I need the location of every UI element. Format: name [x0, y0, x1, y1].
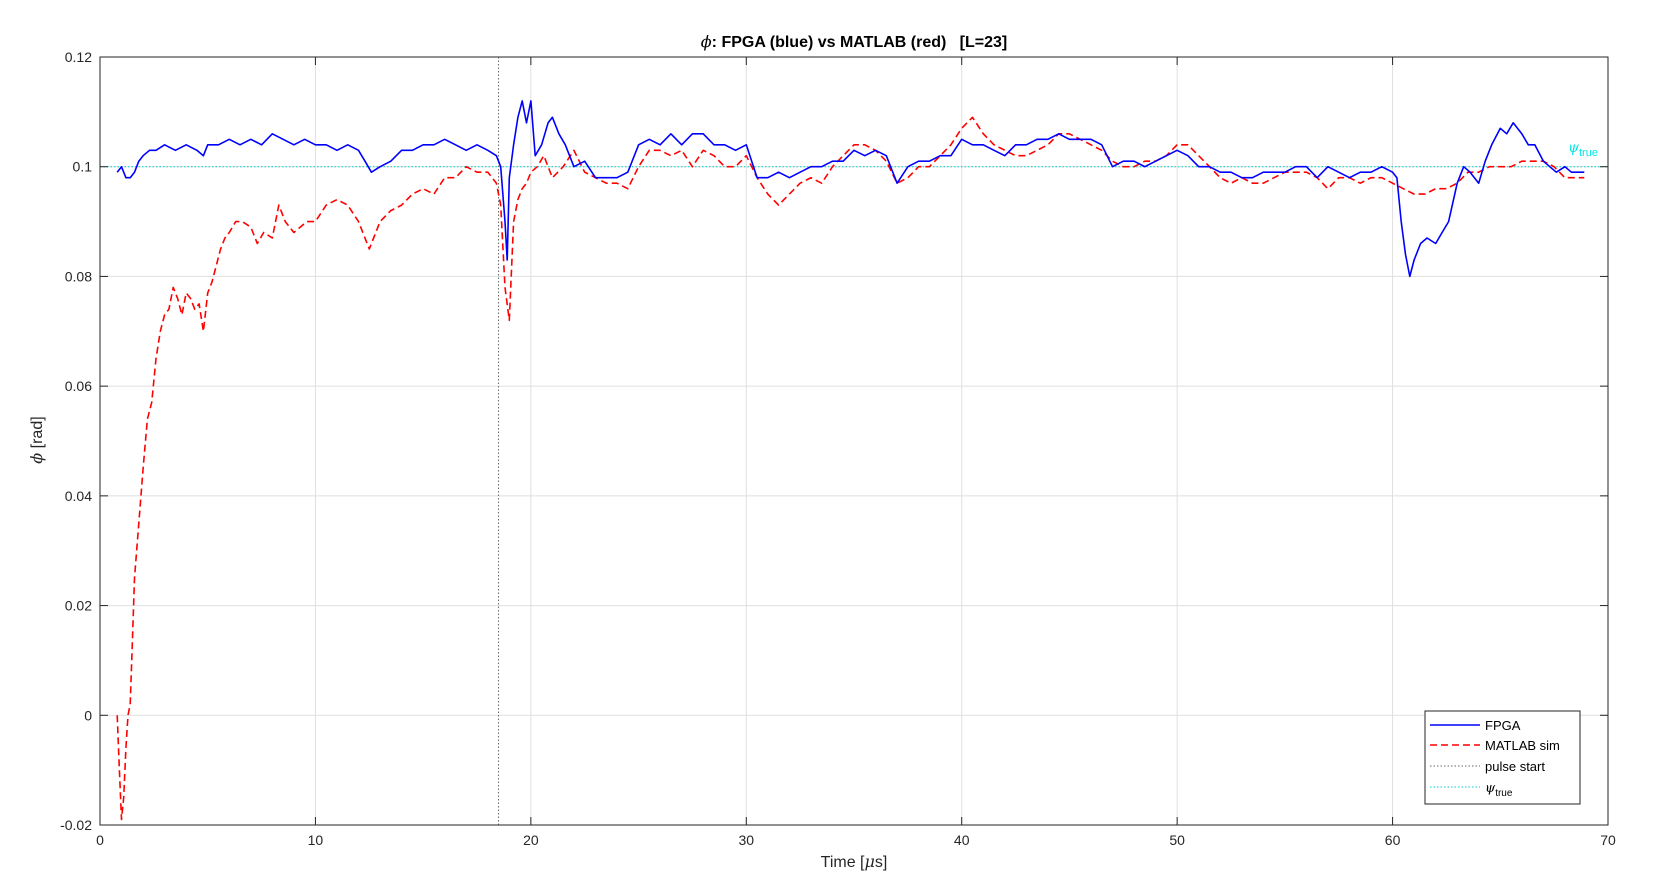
y-tick-label: 0 [84, 707, 92, 723]
x-tick-label: 0 [96, 832, 104, 848]
psi-true-annotation: ψtrue [1568, 140, 1598, 159]
y-tick-label: 0.1 [73, 159, 93, 175]
series-layer [116, 100, 1585, 821]
y-tick-label: 0.02 [65, 598, 92, 614]
x-tick-label: 60 [1385, 832, 1401, 848]
x-tick-label: 20 [523, 832, 539, 848]
x-tick-label: 10 [308, 832, 324, 848]
legend-label-matlab: MATLAB sim [1485, 738, 1560, 753]
legend-box [1424, 710, 1581, 805]
x-axis-label: Time [μs] [821, 852, 888, 871]
y-tick-label: 0.06 [65, 378, 92, 394]
grid [100, 57, 1608, 825]
x-tick-labels: 0 10 20 30 40 50 60 70 [96, 832, 1616, 848]
legend-label-pulse: pulse start [1485, 759, 1545, 774]
plot-area [100, 57, 1608, 825]
axes-box [99, 56, 1609, 826]
x-tick-label: 30 [738, 832, 754, 848]
x-tick-label: 40 [954, 832, 970, 848]
ticks [99, 56, 1609, 826]
fpga-series-line [116, 100, 1585, 278]
y-tick-label: -0.02 [60, 817, 92, 833]
reference-lines [100, 57, 1608, 825]
legend: FPGA MATLAB sim pulse start ψtrue [1424, 710, 1581, 805]
y-tick-label: 0.04 [65, 488, 92, 504]
x-tick-label: 70 [1600, 832, 1616, 848]
x-tick-label: 50 [1169, 832, 1185, 848]
chart-title: ϕ: FPGA (blue) vs MATLAB (red) [L=23] [701, 32, 1007, 51]
legend-label-fpga: FPGA [1485, 718, 1521, 733]
y-tick-label: 0.08 [65, 268, 92, 284]
y-tick-label: 0.12 [65, 49, 92, 65]
legend-label-psi: ψtrue [1485, 781, 1513, 799]
matlab-series-line [116, 116, 1585, 821]
y-axis-label: ϕ [rad] [27, 416, 46, 463]
y-tick-labels: -0.02 0 0.02 0.04 0.06 0.08 0.1 0.12 [60, 49, 92, 833]
